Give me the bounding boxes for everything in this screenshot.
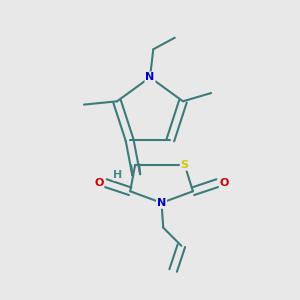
- Text: H: H: [113, 170, 123, 180]
- Text: O: O: [94, 178, 104, 188]
- Text: N: N: [146, 72, 154, 82]
- Text: N: N: [157, 198, 166, 208]
- Text: O: O: [220, 178, 229, 188]
- Text: S: S: [181, 160, 189, 170]
